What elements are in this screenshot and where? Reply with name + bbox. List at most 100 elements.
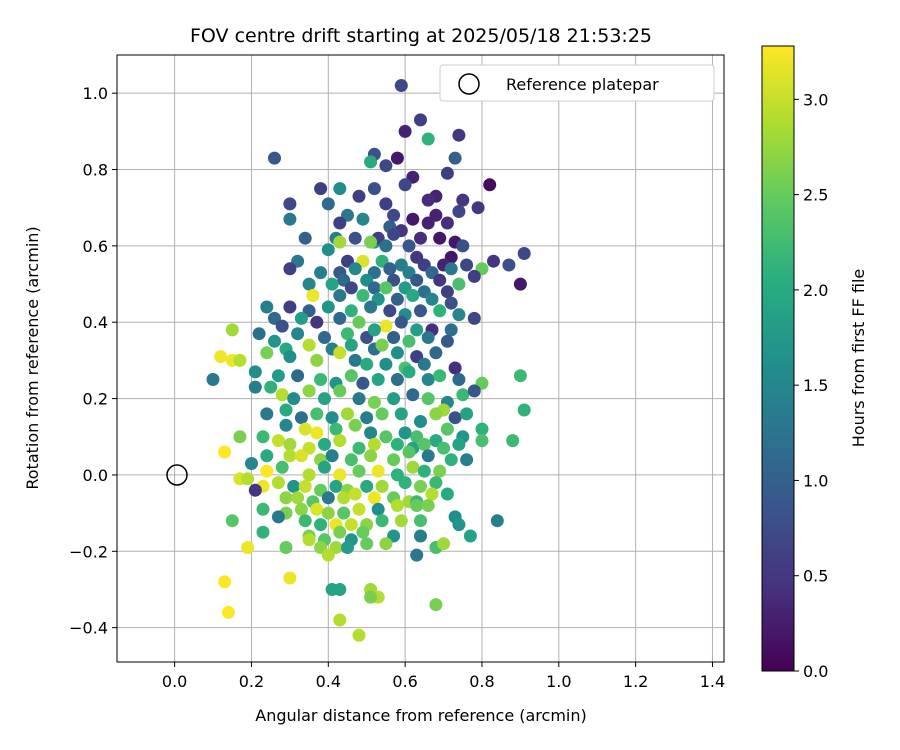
data-point xyxy=(279,403,293,417)
data-point xyxy=(241,472,255,486)
y-tick-label: 0.2 xyxy=(83,390,108,409)
data-point xyxy=(260,464,274,478)
data-point xyxy=(260,346,274,360)
data-point xyxy=(329,479,343,493)
data-point xyxy=(333,311,347,325)
data-point xyxy=(352,628,366,642)
data-point xyxy=(256,430,270,444)
data-point xyxy=(452,205,466,218)
data-point xyxy=(371,373,385,386)
x-tick-label: 1.4 xyxy=(700,672,725,691)
data-point xyxy=(325,449,339,463)
data-point xyxy=(387,453,401,467)
chart-title: FOV centre drift starting at 2025/05/18 … xyxy=(190,25,652,47)
data-point xyxy=(379,239,393,253)
data-point xyxy=(394,79,408,92)
data-point xyxy=(283,437,297,451)
data-point xyxy=(421,499,435,512)
data-point xyxy=(233,353,247,367)
data-point xyxy=(337,491,351,505)
data-point xyxy=(352,189,366,203)
data-point xyxy=(225,514,239,528)
data-point xyxy=(275,388,289,402)
data-point xyxy=(356,289,370,302)
data-point xyxy=(367,395,381,409)
data-point xyxy=(506,434,520,448)
data-point xyxy=(344,369,358,383)
y-tick-label: 0.6 xyxy=(83,237,108,256)
data-point xyxy=(487,254,500,268)
data-point xyxy=(375,338,389,352)
data-point xyxy=(360,537,374,551)
data-point xyxy=(283,262,297,276)
data-point xyxy=(271,510,285,524)
data-point xyxy=(387,208,401,222)
data-point xyxy=(341,327,354,341)
data-point xyxy=(452,308,466,322)
data-point xyxy=(225,323,239,337)
x-tick-label: 0.8 xyxy=(469,672,494,691)
data-point xyxy=(371,464,385,478)
data-point xyxy=(517,247,531,260)
data-point xyxy=(440,285,454,299)
data-point xyxy=(310,502,324,516)
data-point xyxy=(294,502,308,516)
data-point xyxy=(421,449,435,463)
data-point xyxy=(421,132,435,146)
data-point xyxy=(444,262,458,276)
data-point xyxy=(321,243,335,257)
data-point xyxy=(429,407,443,421)
data-point xyxy=(433,304,447,318)
data-point xyxy=(333,235,347,249)
data-point xyxy=(387,227,401,241)
data-point xyxy=(398,476,412,490)
data-point xyxy=(314,518,328,532)
data-point xyxy=(390,373,404,386)
data-point xyxy=(310,407,324,421)
data-point xyxy=(233,430,247,444)
data-point xyxy=(371,502,385,516)
data-point xyxy=(306,289,320,302)
data-point xyxy=(298,422,312,436)
data-point xyxy=(467,311,481,325)
data-point xyxy=(252,327,266,341)
data-point xyxy=(402,334,416,348)
data-point xyxy=(302,468,316,482)
data-point xyxy=(502,258,516,272)
colorbar-tick-label: 2.5 xyxy=(803,186,828,205)
data-point xyxy=(260,300,274,314)
data-point xyxy=(302,338,316,352)
data-point xyxy=(264,380,278,394)
data-point xyxy=(429,598,443,612)
data-point xyxy=(268,334,281,348)
data-point xyxy=(344,338,358,352)
data-point xyxy=(402,365,416,379)
data-point xyxy=(383,304,397,318)
data-point xyxy=(318,460,331,474)
data-point xyxy=(379,281,393,295)
y-axis-label: Rotation from reference (arcmin) xyxy=(23,226,42,489)
data-point xyxy=(394,315,408,329)
data-point xyxy=(360,357,374,371)
data-point xyxy=(367,281,381,295)
data-point xyxy=(260,449,274,463)
data-point xyxy=(356,376,370,390)
data-point xyxy=(456,193,470,207)
data-point xyxy=(417,437,431,451)
data-point xyxy=(394,407,408,421)
data-point xyxy=(410,273,424,287)
data-point xyxy=(298,231,312,245)
data-point xyxy=(364,590,378,604)
data-point xyxy=(394,514,408,528)
data-point xyxy=(421,392,435,406)
y-tick-label: −0.4 xyxy=(69,619,108,638)
data-point xyxy=(333,525,347,539)
data-point xyxy=(333,613,347,627)
data-point xyxy=(344,304,358,318)
data-point xyxy=(433,231,447,245)
data-point xyxy=(463,529,477,543)
y-tick-label: 0.4 xyxy=(83,313,108,332)
data-point xyxy=(513,369,527,383)
data-point xyxy=(256,502,270,516)
